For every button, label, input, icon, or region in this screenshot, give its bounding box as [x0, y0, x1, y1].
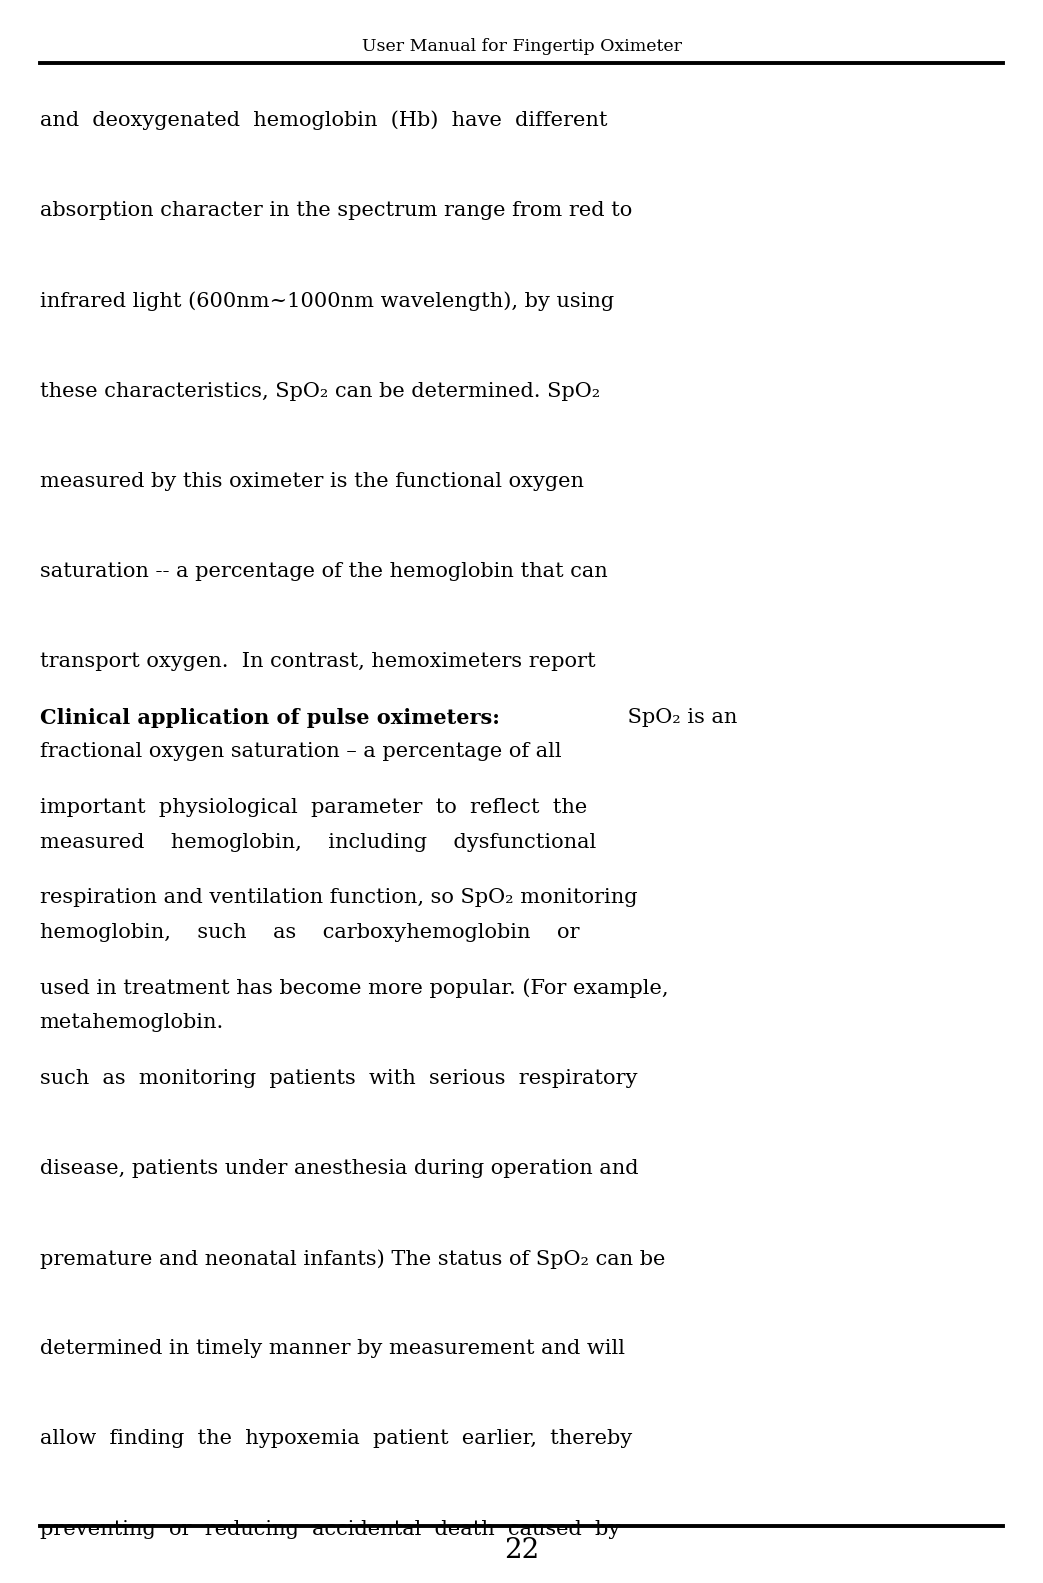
- Text: used in treatment has become more popular. (For example,: used in treatment has become more popula…: [40, 978, 669, 997]
- Text: SpO₂ is an: SpO₂ is an: [621, 708, 737, 727]
- Text: and  deoxygenated  hemoglobin  (Hb)  have  different: and deoxygenated hemoglobin (Hb) have di…: [40, 111, 607, 130]
- Text: transport oxygen.  In contrast, hemoximeters report: transport oxygen. In contrast, hemoximet…: [40, 652, 596, 671]
- Text: important  physiological  parameter  to  reflect  the: important physiological parameter to ref…: [40, 798, 587, 817]
- Text: fractional oxygen saturation – a percentage of all: fractional oxygen saturation – a percent…: [40, 742, 561, 761]
- Text: such  as  monitoring  patients  with  serious  respiratory: such as monitoring patients with serious…: [40, 1069, 637, 1088]
- Text: infrared light (600nm~1000nm wavelength), by using: infrared light (600nm~1000nm wavelength)…: [40, 291, 613, 310]
- Text: allow  finding  the  hypoxemia  patient  earlier,  thereby: allow finding the hypoxemia patient earl…: [40, 1429, 632, 1448]
- Text: measured    hemoglobin,    including    dysfunctional: measured hemoglobin, including dysfuncti…: [40, 833, 596, 852]
- Text: disease, patients under anesthesia during operation and: disease, patients under anesthesia durin…: [40, 1159, 638, 1178]
- Text: 22: 22: [504, 1537, 539, 1564]
- Text: these characteristics, SpO₂ can be determined. SpO₂: these characteristics, SpO₂ can be deter…: [40, 382, 600, 400]
- Text: saturation -- a percentage of the hemoglobin that can: saturation -- a percentage of the hemogl…: [40, 562, 607, 581]
- Text: preventing  or  reducing  accidental  death  caused  by: preventing or reducing accidental death …: [40, 1520, 620, 1539]
- Text: premature and neonatal infants) The status of SpO₂ can be: premature and neonatal infants) The stat…: [40, 1249, 665, 1268]
- Text: Clinical application of pulse oximeters:: Clinical application of pulse oximeters:: [40, 708, 500, 728]
- Text: absorption character in the spectrum range from red to: absorption character in the spectrum ran…: [40, 201, 632, 220]
- Text: measured by this oximeter is the functional oxygen: measured by this oximeter is the functio…: [40, 472, 584, 491]
- Text: User Manual for Fingertip Oximeter: User Manual for Fingertip Oximeter: [362, 38, 681, 55]
- Text: metahemoglobin.: metahemoglobin.: [40, 1013, 224, 1032]
- Text: hemoglobin,    such    as    carboxyhemoglobin    or: hemoglobin, such as carboxyhemoglobin or: [40, 923, 579, 942]
- Text: respiration and ventilation function, so SpO₂ monitoring: respiration and ventilation function, so…: [40, 888, 637, 907]
- Text: determined in timely manner by measurement and will: determined in timely manner by measureme…: [40, 1339, 625, 1358]
